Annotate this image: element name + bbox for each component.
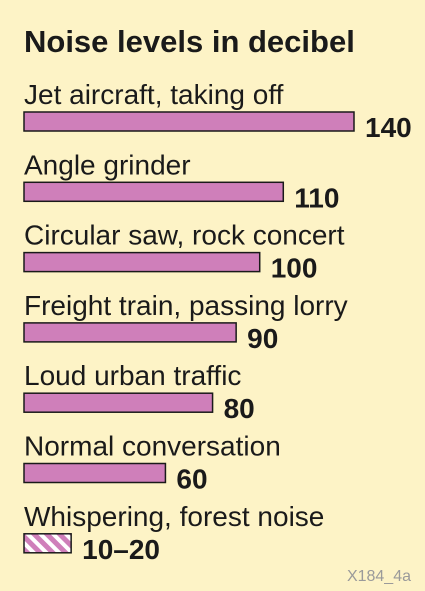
bar <box>23 392 214 413</box>
value-label: 10–20 <box>82 534 160 565</box>
category-label: Jet aircraft, taking off <box>24 79 284 110</box>
bar <box>23 322 237 343</box>
category-label: Freight train, passing lorry <box>24 290 348 321</box>
category-label: Circular saw, rock concert <box>24 220 345 251</box>
bar <box>23 462 167 484</box>
category-label: Normal conversation <box>24 431 281 462</box>
category-label: Angle grinder <box>24 149 191 180</box>
category-label: Whispering, forest noise <box>24 501 324 532</box>
bar <box>23 111 355 132</box>
bar <box>23 533 72 554</box>
chart-title: Noise levels in decibel <box>24 24 355 59</box>
value-label: 110 <box>294 182 339 213</box>
value-label: 90 <box>247 323 278 354</box>
bar <box>23 251 261 273</box>
category-label: Loud urban traffic <box>24 360 241 391</box>
bar <box>23 181 285 203</box>
value-label: 80 <box>224 393 255 424</box>
value-label: 140 <box>365 112 412 143</box>
image-credit: X184_4a <box>347 568 411 585</box>
value-label: 100 <box>271 253 318 284</box>
value-label: 60 <box>176 464 207 495</box>
bar-group: Jet aircraft, taking off 140 Angle grinder… <box>23 79 412 565</box>
